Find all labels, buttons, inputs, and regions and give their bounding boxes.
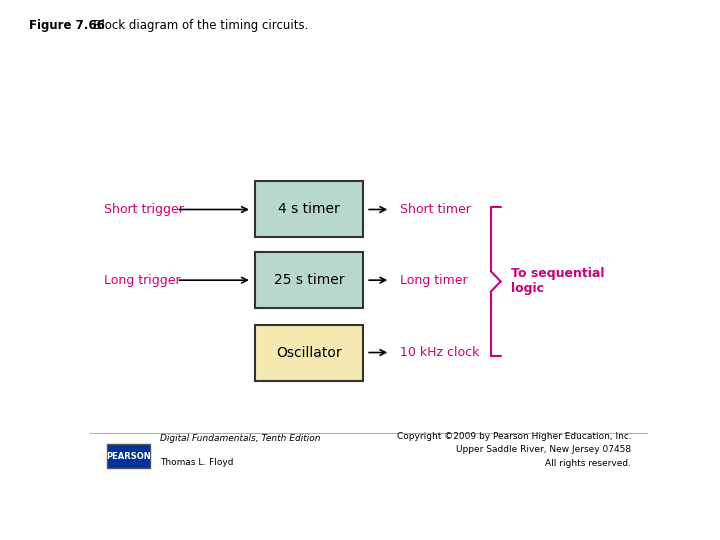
Bar (255, 181, 364, 238)
Text: Upper Saddle River, New Jersey 07458: Upper Saddle River, New Jersey 07458 (456, 446, 631, 454)
Text: Digital Fundamentals, Tenth Edition: Digital Fundamentals, Tenth Edition (160, 434, 320, 443)
Text: Copyright ©2009 by Pearson Higher Education, Inc.: Copyright ©2009 by Pearson Higher Educat… (397, 432, 631, 441)
Text: Figure 7.66: Figure 7.66 (29, 19, 104, 32)
Text: Oscillator: Oscillator (276, 346, 342, 360)
Bar (255, 252, 364, 308)
Text: Thomas L. Floyd: Thomas L. Floyd (160, 458, 233, 467)
Text: Long trigger: Long trigger (104, 274, 181, 287)
Text: Block diagram of the timing circuits.: Block diagram of the timing circuits. (82, 19, 308, 32)
Text: To sequential
logic: To sequential logic (511, 267, 605, 295)
Text: PEARSON: PEARSON (106, 451, 151, 461)
Text: Short trigger: Short trigger (104, 203, 184, 216)
Bar (107, 444, 150, 468)
Text: Short timer: Short timer (400, 203, 471, 216)
Bar (255, 325, 364, 381)
Text: Long timer: Long timer (400, 274, 467, 287)
Text: 4 s timer: 4 s timer (278, 202, 340, 217)
Text: 10 kHz clock: 10 kHz clock (400, 346, 479, 359)
Text: 25 s timer: 25 s timer (274, 273, 344, 287)
Text: All rights reserved.: All rights reserved. (545, 459, 631, 468)
